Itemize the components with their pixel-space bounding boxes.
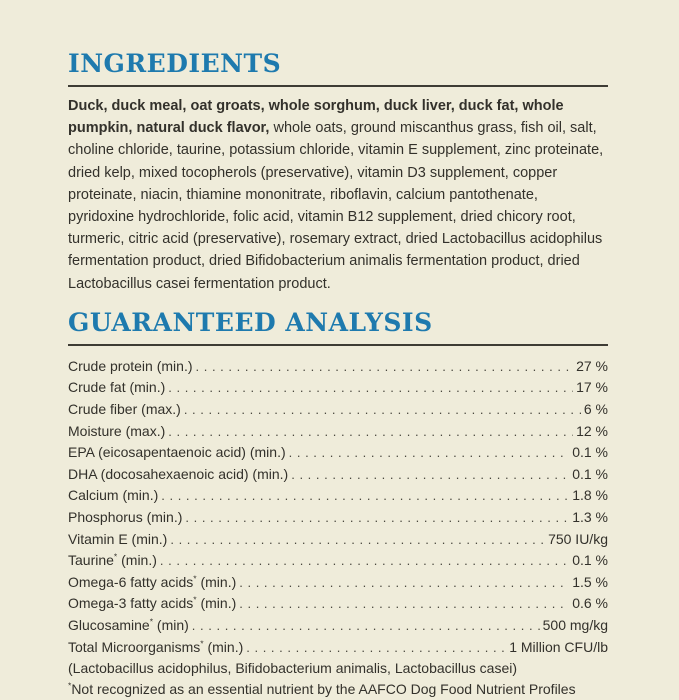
nutrient-label: Omega-6 fatty acids* (min.): [68, 573, 237, 590]
nutrient-value: 0.1 %: [572, 444, 608, 461]
analysis-row: Vitamin E (min.) 750 IU/kg: [68, 529, 608, 551]
nutrient-value: 1 Million CFU/lb: [509, 638, 608, 655]
guaranteed-analysis-title: GUARANTEED ANALYSIS: [68, 307, 433, 337]
nutrient-value: 27 %: [576, 357, 608, 374]
analysis-row: Phosphorus (min.) 1.3 %: [68, 507, 608, 529]
dot-leader: [185, 507, 569, 529]
footnote-marker: *: [193, 573, 197, 584]
nutrient-label: Crude fat (min.): [68, 379, 166, 396]
nutrient-label: Crude fiber (max.): [68, 401, 181, 418]
nutrient-value: 6 %: [583, 401, 608, 418]
nutrient-label: Omega-3 fatty acids* (min.): [68, 594, 237, 612]
nutrient-value: 1.5 %: [572, 573, 608, 590]
nutrient-value: 0.6 %: [572, 595, 608, 612]
nutrient-value: 0.1 %: [572, 465, 608, 482]
analysis-row: Taurine* (min.) 0.1 %: [68, 550, 608, 572]
dot-leader: [161, 485, 569, 507]
nutrient-value: 1.3 %: [572, 508, 608, 525]
guaranteed-analysis-divider: [68, 343, 608, 346]
analysis-row: Moisture (max.) 12 %: [68, 421, 608, 443]
nutrient-value: 1.8 %: [572, 487, 608, 504]
nutrient-value: 0.1 %: [572, 552, 608, 569]
nutrient-label: Total Microorganisms* (min.): [68, 637, 244, 655]
nutrient-label: Moisture (max.): [68, 422, 166, 439]
ingredients-lead-text: Duck, duck meal, oat groats, whole sorgh…: [68, 98, 564, 137]
nutrient-value: 17 %: [576, 379, 608, 396]
nutrient-label: Vitamin E (min.): [68, 530, 168, 547]
pet-food-label: INGREDIENTS Duck, duck meal, oat groats,…: [0, 0, 679, 679]
analysis-row: Total Microorganisms* (min.) 1 Million CF…: [68, 637, 608, 659]
dot-leader: [239, 572, 569, 594]
ingredients-section: INGREDIENTS Duck, duck meal, oat groats,…: [68, 50, 608, 295]
nutrient-label: Glucosamine* (min): [68, 616, 189, 633]
dot-leader: [192, 615, 540, 637]
ingredients-rest-text: whole oats, ground miscanthus grass, fis…: [68, 120, 604, 292]
footnote-text: Not recognized as an essential nutrient …: [71, 680, 576, 697]
nutrient-label: EPA (eicosapentaenoic acid) (min.): [68, 444, 286, 461]
dot-leader: [168, 377, 573, 399]
nutrient-label: Crude protein (min.): [68, 357, 193, 374]
dot-leader: [239, 593, 569, 615]
ingredients-paragraph: Duck, duck meal, oat groats, whole sorgh…: [68, 95, 608, 295]
dot-leader: [291, 464, 569, 486]
dot-leader: [170, 529, 545, 551]
dot-leader: [160, 550, 569, 572]
analysis-row: Calcium (min.) 1.8 %: [68, 485, 608, 507]
nutrient-label: Calcium (min.): [68, 487, 159, 504]
analysis-row: Omega-3 fatty acids* (min.) 0.6 %: [68, 593, 608, 615]
dot-leader: [289, 442, 570, 464]
analysis-row: Crude fat (min.) 17 %: [68, 377, 608, 399]
ingredients-title: INGREDIENTS: [68, 49, 282, 78]
footnote-marker: *: [200, 637, 204, 648]
nutrient-value: 750 IU/kg: [548, 530, 608, 547]
dot-leader: [196, 356, 574, 378]
dot-leader: [168, 421, 573, 443]
dot-leader: [184, 399, 581, 421]
footnote-marker: *: [149, 616, 154, 627]
analysis-table: Crude protein (min.) 27 % Crude fat (min.)…: [68, 356, 608, 658]
nutrient-label: Phosphorus (min.): [68, 508, 183, 525]
nutrient-label: DHA (docosahexaenoic acid) (min.): [68, 465, 289, 482]
analysis-row: Crude fiber (max.) 6 %: [68, 399, 608, 421]
microorganisms-subnote: (Lactobacillus acidophilus, Bifidobacter…: [68, 660, 517, 677]
nutrient-value: 12 %: [576, 422, 608, 439]
analysis-row: Omega-6 fatty acids* (min.) 1.5 %: [68, 572, 608, 594]
analysis-row: DHA (docosahexaenoic acid) (min.) 0.1 %: [68, 464, 608, 486]
ingredients-divider: [68, 85, 608, 87]
guaranteed-analysis-section: GUARANTEED ANALYSIS Crude protein (min.)…: [68, 309, 608, 700]
analysis-row: Glucosamine* (min) 500 mg/kg: [68, 615, 608, 637]
analysis-row: Crude protein (min.) 27 %: [68, 356, 608, 378]
footnote-marker: *: [193, 594, 197, 605]
nutrient-value: 500 mg/kg: [542, 616, 608, 633]
footnote-marker: *: [113, 551, 118, 562]
aafco-footnote: *Not recognized as an essential nutrient…: [68, 679, 608, 700]
nutrient-label: Taurine* (min.): [68, 551, 157, 569]
analysis-row: EPA (eicosapentaenoic acid) (min.) 0.1 %: [68, 442, 608, 464]
dot-leader: [246, 637, 506, 659]
